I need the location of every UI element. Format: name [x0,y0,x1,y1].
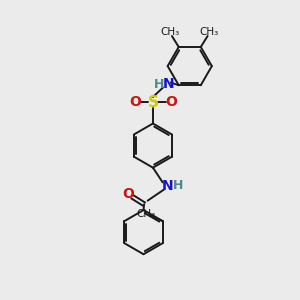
Text: S: S [147,95,158,110]
Text: N: N [162,179,173,193]
Text: O: O [165,95,177,109]
Text: CH₃: CH₃ [200,27,219,37]
Text: O: O [122,187,134,201]
Text: H: H [154,77,164,91]
Text: CH₃: CH₃ [161,27,180,37]
Text: CH₃: CH₃ [137,209,156,219]
Text: O: O [129,95,141,109]
Text: H: H [173,179,184,192]
Text: N: N [163,77,175,91]
